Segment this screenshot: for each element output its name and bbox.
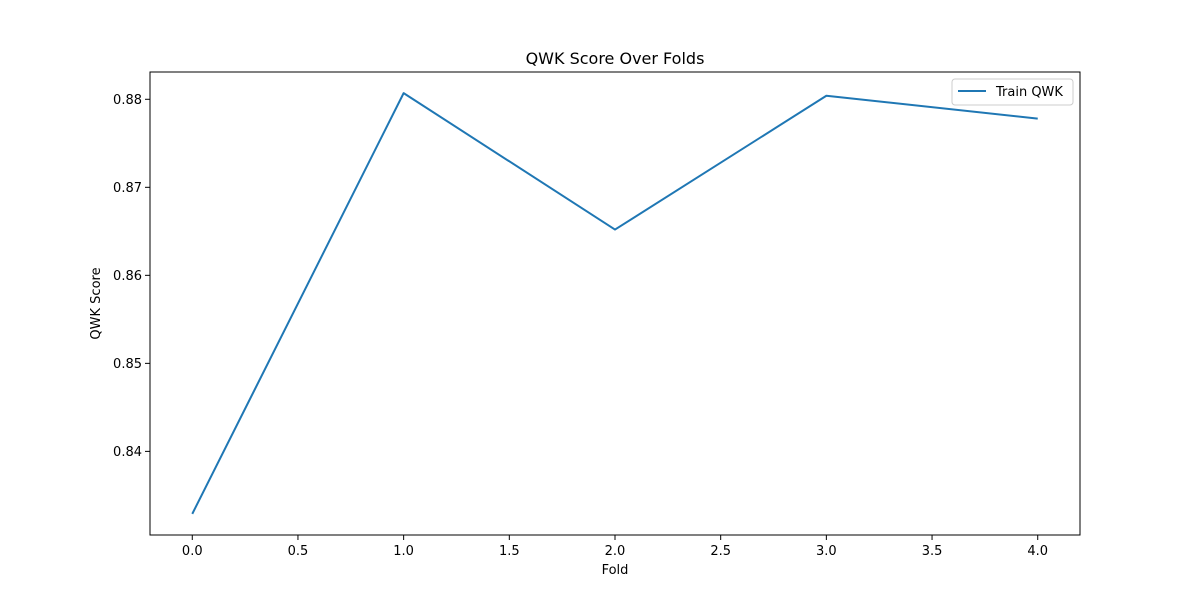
x-tick-label: 4.0 (1027, 544, 1048, 559)
legend-box (951, 78, 1074, 106)
y-tick-label: 0.88 (113, 93, 142, 108)
chart-title: QWK Score Over Folds (526, 49, 705, 68)
x-axis: 0.0 0.5 1.0 1.5 2.0 2.5 3.0 3.5 4.0 (182, 535, 1048, 559)
plot-background (150, 72, 1080, 535)
x-tick-label: 3.5 (922, 544, 943, 559)
y-tick-label: 0.87 (113, 181, 142, 196)
y-axis-label: QWK Score (89, 267, 104, 339)
x-tick-label: 0.0 (182, 544, 203, 559)
legend: Train QWK (951, 78, 1074, 106)
x-tick-label: 1.0 (393, 544, 414, 559)
x-tick-label: 1.5 (499, 544, 520, 559)
y-axis: 0.84 0.85 0.86 0.87 0.88 (113, 93, 150, 460)
plot-area (149, 71, 1081, 536)
x-axis-label: Fold (602, 563, 629, 578)
y-tick-label: 0.85 (113, 357, 142, 372)
x-tick-label: 3.0 (816, 544, 837, 559)
legend-label-train-qwk: Train QWK (995, 85, 1063, 100)
x-tick-label: 2.0 (605, 544, 626, 559)
y-tick-label: 0.86 (113, 269, 142, 284)
x-tick-label: 2.5 (710, 544, 731, 559)
x-tick-label: 0.5 (288, 544, 309, 559)
series-layer (191, 92, 1038, 515)
y-tick-label: 0.84 (113, 445, 142, 460)
